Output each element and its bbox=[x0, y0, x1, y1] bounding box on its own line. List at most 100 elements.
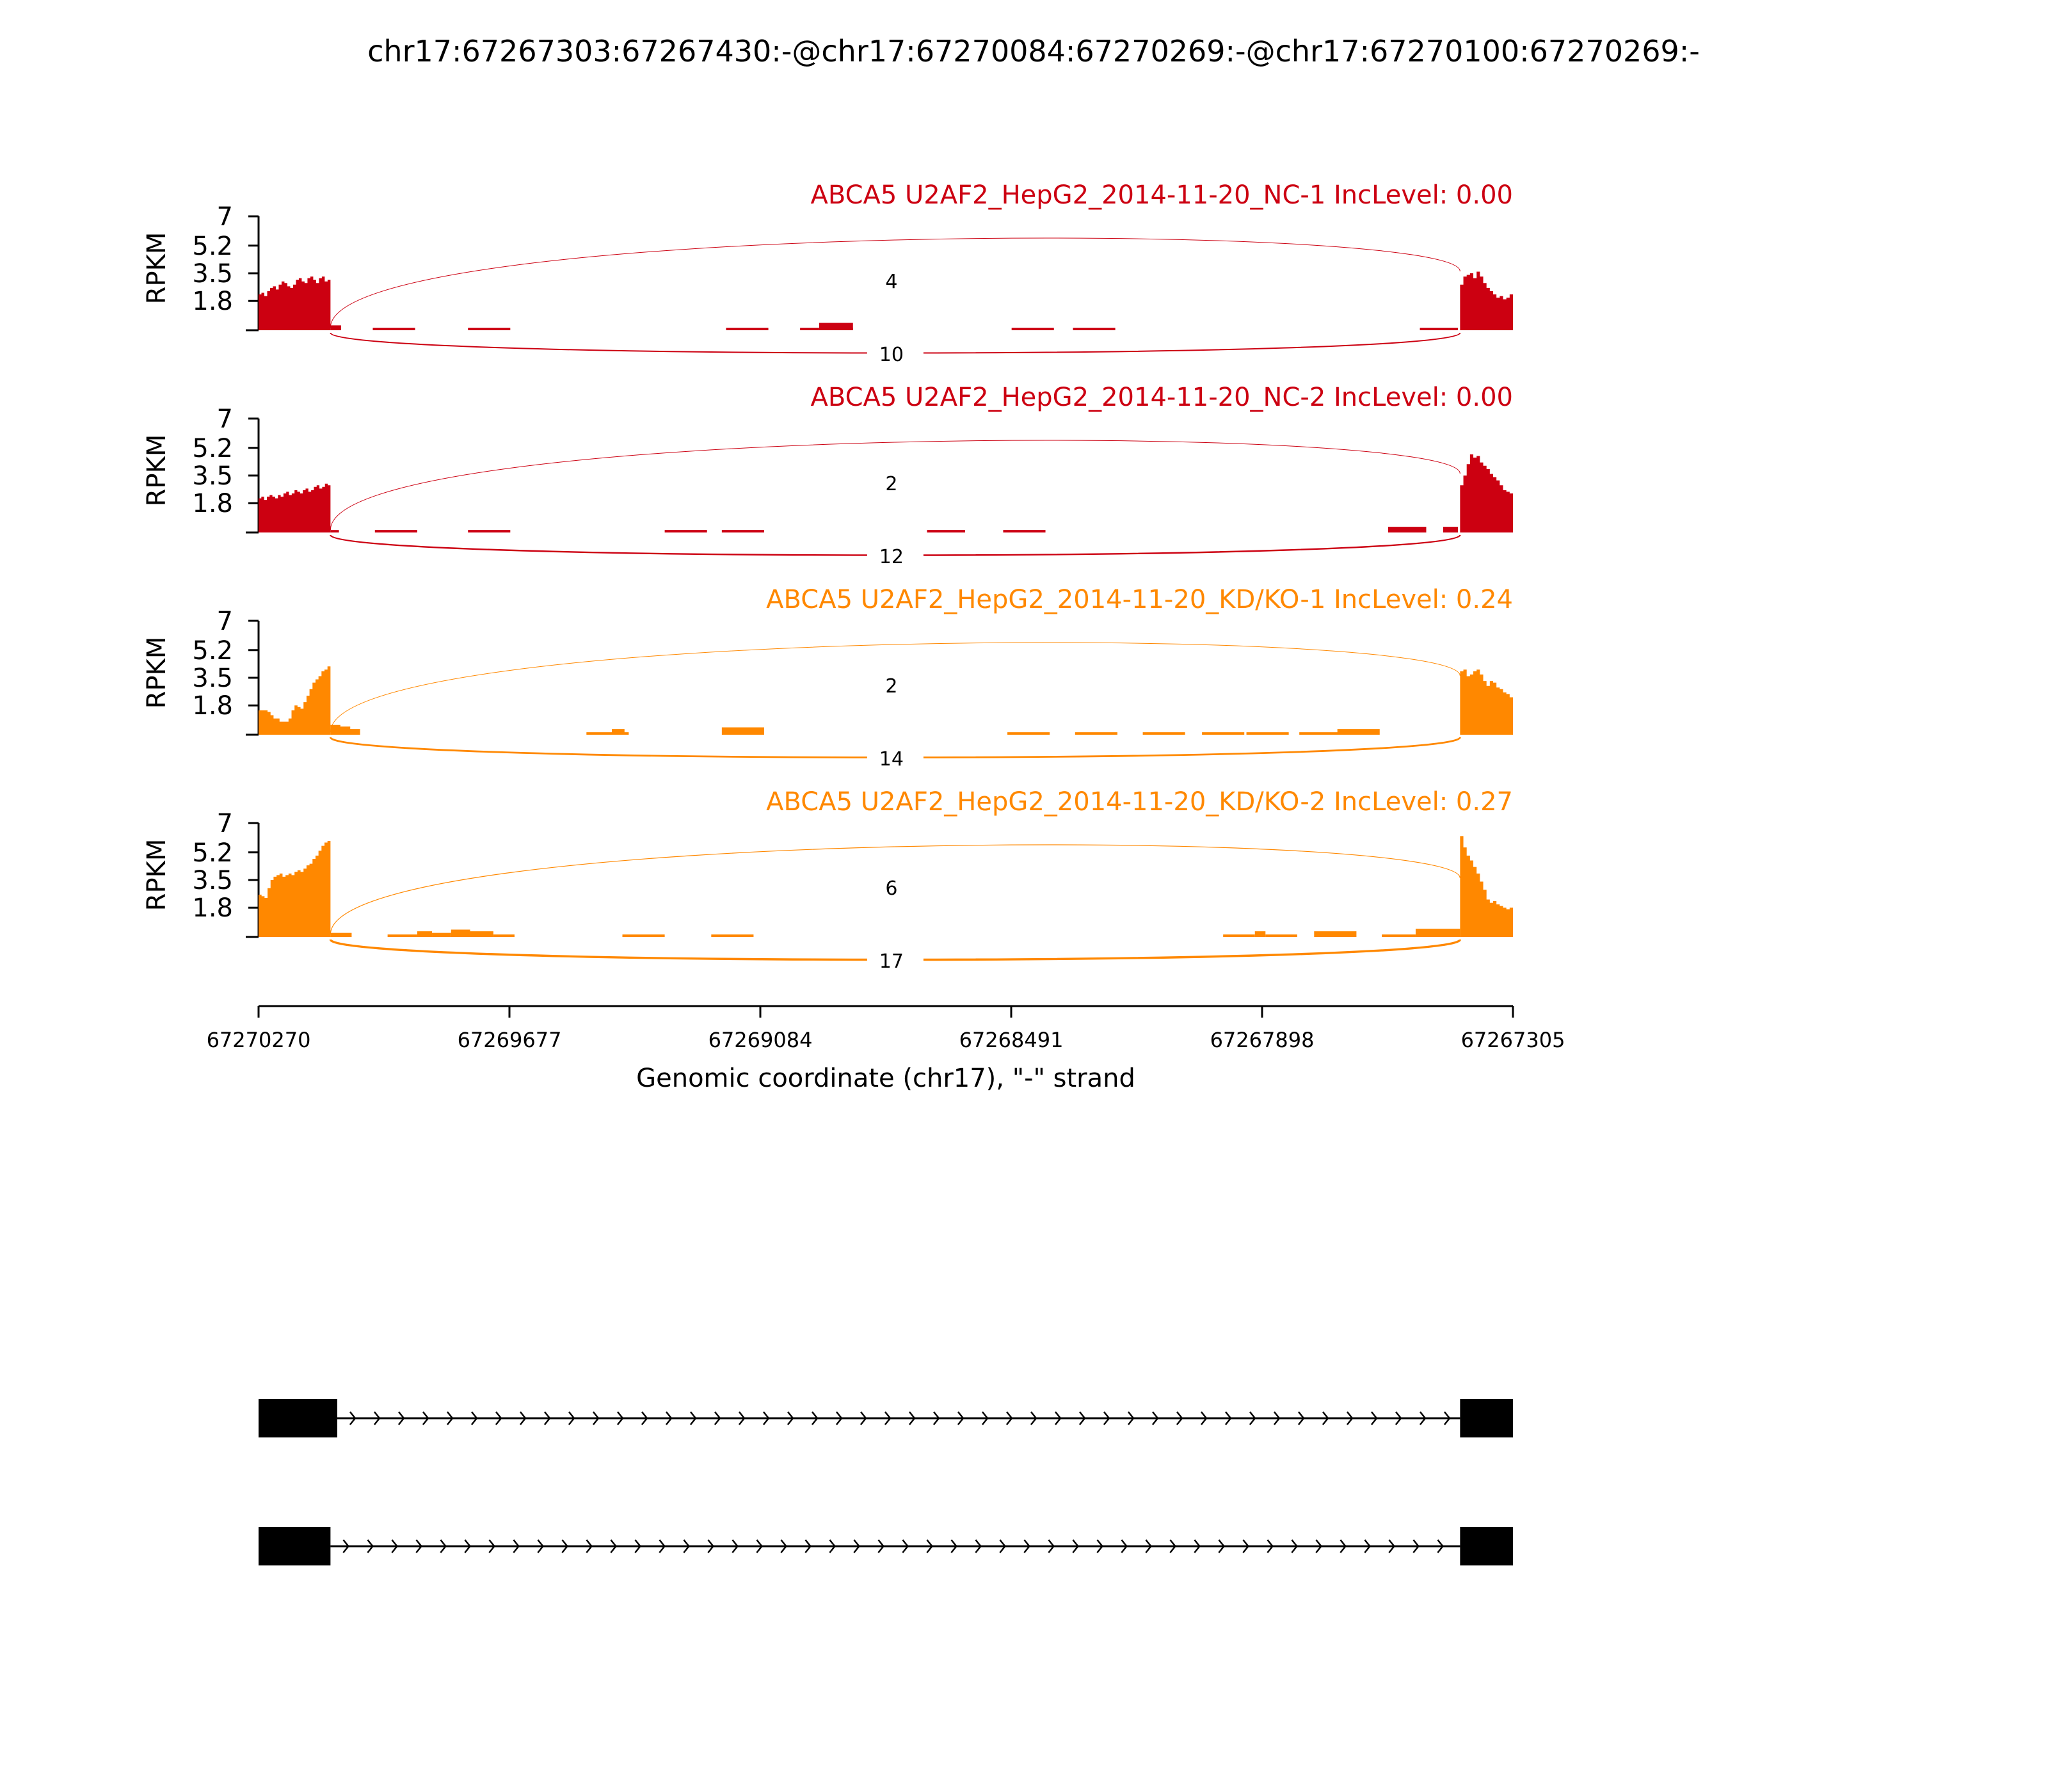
coverage-segment bbox=[726, 328, 769, 330]
intron-direction-chevron bbox=[537, 1539, 544, 1553]
intron-direction-chevron bbox=[568, 1411, 575, 1425]
intron-direction-chevron bbox=[714, 1411, 721, 1425]
intron-direction-chevron bbox=[1072, 1539, 1079, 1553]
panel-label: ABCA5 U2AF2_HepG2_2014-11-20_NC-1 IncLev… bbox=[810, 180, 1513, 210]
x-tick-label: 67270270 bbox=[207, 1028, 311, 1052]
coverage-segment bbox=[1202, 732, 1245, 735]
coverage-segment bbox=[330, 325, 341, 330]
coverage-segment bbox=[842, 328, 853, 330]
coverage-segment bbox=[1420, 328, 1459, 330]
coverage-segment bbox=[259, 666, 331, 735]
intron-direction-chevron bbox=[683, 1539, 690, 1553]
x-axis-ticks: 67270270 67269677 67269084 67268491 67267898… bbox=[207, 1006, 1565, 1052]
coverage-segment bbox=[259, 483, 331, 532]
intron-direction-chevron bbox=[1273, 1411, 1281, 1425]
intron-direction-chevron bbox=[440, 1539, 447, 1553]
coverage-segment bbox=[1246, 732, 1289, 735]
coverage-segment bbox=[468, 530, 511, 532]
x-axis: 67270270 67269677 67269084 67268491 67267898… bbox=[207, 1005, 1565, 1093]
exon-block bbox=[259, 1527, 331, 1565]
y-tick-label: 3.5 bbox=[192, 461, 233, 491]
coverage-segment bbox=[1460, 669, 1513, 735]
intron-direction-chevron bbox=[373, 1411, 381, 1425]
coverage-segment bbox=[493, 934, 515, 937]
chart-title: chr17:67267303:67267430:-@chr17:67270084… bbox=[367, 34, 1700, 68]
intron-direction-chevron bbox=[349, 1411, 356, 1425]
junction-arc bbox=[330, 440, 1460, 531]
intron-direction-chevron bbox=[957, 1411, 964, 1425]
intron-direction-chevron bbox=[1419, 1411, 1427, 1425]
panel-label: ABCA5 U2AF2_HepG2_2014-11-20_KD/KO-2 Inc… bbox=[766, 787, 1513, 817]
intron-direction-chevron bbox=[1291, 1539, 1298, 1553]
intron-direction-chevron bbox=[561, 1539, 568, 1553]
intron-direction-chevron bbox=[762, 1411, 770, 1425]
coverage-panel: 1.83.55.27 RPKM ABCA5 U2AF2_HepG2_2014-11-… bbox=[142, 787, 1513, 973]
y-tick-label: 5.2 bbox=[192, 434, 233, 463]
intron-direction-chevron bbox=[950, 1539, 957, 1553]
junction-arc bbox=[330, 844, 1460, 935]
intron-direction-chevron bbox=[1218, 1539, 1225, 1553]
intron-direction-chevron bbox=[543, 1411, 551, 1425]
coverage-segment bbox=[721, 727, 764, 735]
coverage-segment bbox=[1003, 530, 1046, 532]
intron-direction-chevron bbox=[519, 1411, 527, 1425]
coverage-segment bbox=[387, 934, 417, 937]
intron-direction-chevron bbox=[811, 1411, 819, 1425]
junction-count-bg bbox=[867, 545, 924, 567]
intron-direction-chevron bbox=[908, 1411, 916, 1425]
intron-direction-chevron bbox=[926, 1539, 933, 1553]
intron-direction-chevron bbox=[1169, 1539, 1176, 1553]
intron-direction-chevron bbox=[1005, 1411, 1013, 1425]
intron-direction-chevron bbox=[877, 1539, 884, 1553]
intron-direction-chevron bbox=[592, 1411, 600, 1425]
y-tick-label: 5.2 bbox=[192, 636, 233, 666]
coverage-segment bbox=[1142, 732, 1185, 735]
junction-count-bg bbox=[867, 472, 924, 494]
intron-direction-chevron bbox=[1078, 1411, 1086, 1425]
intron-direction-chevron bbox=[1145, 1539, 1152, 1553]
y-tick-label: 1.8 bbox=[192, 691, 233, 721]
intron-direction-chevron bbox=[367, 1539, 374, 1553]
junction-arc bbox=[330, 237, 1460, 328]
intron-direction-chevron bbox=[1370, 1411, 1378, 1425]
isoform-track bbox=[259, 1399, 1513, 1437]
intron-direction-chevron bbox=[446, 1411, 454, 1425]
intron-direction-chevron bbox=[1437, 1539, 1444, 1553]
intron-direction-chevron bbox=[732, 1539, 739, 1553]
coverage-segment bbox=[721, 530, 764, 532]
coverage-segment bbox=[611, 729, 625, 735]
y-tick-label: 1.8 bbox=[192, 489, 233, 518]
coverage-segment bbox=[374, 530, 417, 532]
intron-direction-chevron bbox=[835, 1411, 843, 1425]
intron-direction-chevron bbox=[1242, 1539, 1249, 1553]
intron-direction-chevron bbox=[1322, 1411, 1329, 1425]
intron-direction-chevron bbox=[634, 1539, 641, 1553]
intron-direction-chevron bbox=[1048, 1539, 1055, 1553]
coverage-segment bbox=[330, 530, 339, 532]
intron-direction-chevron bbox=[829, 1539, 836, 1553]
coverage-segment bbox=[451, 929, 470, 937]
intron-direction-chevron bbox=[1176, 1411, 1183, 1425]
intron-direction-chevron bbox=[787, 1411, 794, 1425]
junction-count-bg bbox=[867, 748, 924, 769]
coverage-segment bbox=[1460, 454, 1513, 532]
junction-count-label: 4 bbox=[885, 271, 897, 293]
coverage-segment bbox=[1254, 931, 1266, 937]
coverage-segment bbox=[711, 934, 754, 937]
exon-block bbox=[1460, 1399, 1513, 1437]
intron-direction-chevron bbox=[1151, 1411, 1159, 1425]
intron-direction-chevron bbox=[1395, 1411, 1402, 1425]
junction-count-bg bbox=[867, 877, 924, 899]
intron-direction-chevron bbox=[586, 1539, 593, 1553]
intron-direction-chevron bbox=[1443, 1411, 1451, 1425]
y-tick-label: 5.2 bbox=[192, 838, 233, 868]
intron-direction-chevron bbox=[1127, 1411, 1135, 1425]
intron-direction-chevron bbox=[422, 1411, 429, 1425]
y-axis-label: RPKM bbox=[142, 232, 172, 305]
y-tick-label: 5.2 bbox=[192, 232, 233, 261]
coverage-segment bbox=[417, 931, 433, 937]
intron-direction-chevron bbox=[495, 1411, 502, 1425]
coverage-segment bbox=[330, 932, 352, 937]
coverage-segment bbox=[1223, 934, 1255, 937]
x-axis-label: Genomic coordinate (chr17), "-" strand bbox=[636, 1064, 1135, 1093]
